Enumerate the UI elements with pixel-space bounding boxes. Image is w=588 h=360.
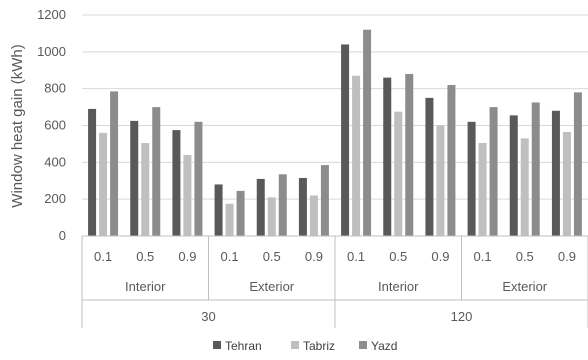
y-tick-label: 600 [44,118,66,133]
x-tick-label: 0.1 [474,249,492,264]
bar-tehran [88,108,97,236]
group-label-level2: Exterior [502,279,547,294]
bar-tabriz [183,154,192,236]
bar-tabriz [141,142,150,236]
legend-label-tehran: Tehran [225,339,262,353]
bar-tehran [130,120,139,236]
y-axis-label: Window heat gain (kWh) [9,44,26,207]
y-tick-label: 1200 [37,7,66,22]
bar-tehran [383,77,392,236]
x-tick-label: 0.5 [263,249,281,264]
x-tick-label: 0.9 [305,249,323,264]
bar-yazd [489,107,498,236]
bar-tabriz [225,203,234,236]
bar-tehran [425,97,434,236]
x-tick-label: 0.1 [221,249,239,264]
bar-yazd [278,174,287,236]
group-label-level2: Interior [378,279,419,294]
gridlines [82,14,588,200]
bar-tehran [256,178,265,236]
bar-tehran [172,130,181,236]
y-tick-label: 200 [44,191,66,206]
bar-tabriz [520,138,529,236]
bar-tabriz [99,132,108,236]
y-tick-label: 0 [59,228,66,243]
group-label-level1: 120 [451,309,473,324]
bar-tabriz [436,125,445,236]
legend-swatch-tabriz [291,341,299,349]
x-tick-label: 0.9 [431,249,449,264]
bar-yazd [531,102,540,237]
bar-yazd [110,91,119,236]
bar-tehran [214,184,223,236]
legend-swatch-tehran [213,341,221,349]
bar-tabriz [478,142,487,236]
x-tick-label: 0.1 [347,249,365,264]
bar-tabriz [394,111,403,236]
legend-label-yazd: Yazd [371,339,397,353]
x-tick-label: 0.5 [136,249,154,264]
y-tick-label: 400 [44,154,66,169]
bar-tehran [341,44,350,236]
bar-yazd [573,92,582,236]
axes: 0 200 400 600 800 1000 1200 0.1 0.5 0.9 0.1 0.5 0.9 0… [37,7,588,328]
bar-tehran [509,115,518,236]
bar-yazd [194,121,203,236]
bar-yazd [152,107,161,236]
bar-yazd [447,84,456,236]
bar-tabriz [352,75,361,237]
bar-tabriz [562,131,571,236]
y-tick-label: 1000 [37,44,66,59]
bar-yazd [320,165,329,236]
x-tick-label: 0.9 [178,249,196,264]
bar-yazd [405,73,414,236]
x-tick-label: 0.5 [389,249,407,264]
group-label-level2: Exterior [249,279,294,294]
bar-tabriz [267,197,276,236]
group-label-level1: 30 [201,309,215,324]
x-tick-label: 0.5 [516,249,534,264]
bars [88,29,582,237]
bar-tehran [298,177,307,236]
legend: Tehran Tabriz Yazd [213,339,397,353]
legend-label-tabriz: Tabriz [303,339,335,353]
bar-yazd [236,190,245,236]
x-tick-label: 0.1 [94,249,112,264]
bar-tehran [551,110,560,236]
bar-yazd [363,29,372,236]
bar-tehran [467,121,476,236]
legend-swatch-yazd [359,341,367,349]
group-label-level2: Interior [125,279,166,294]
y-tick-label: 800 [44,81,66,96]
x-tick-label: 0.9 [558,249,576,264]
bar-tabriz [309,195,318,236]
